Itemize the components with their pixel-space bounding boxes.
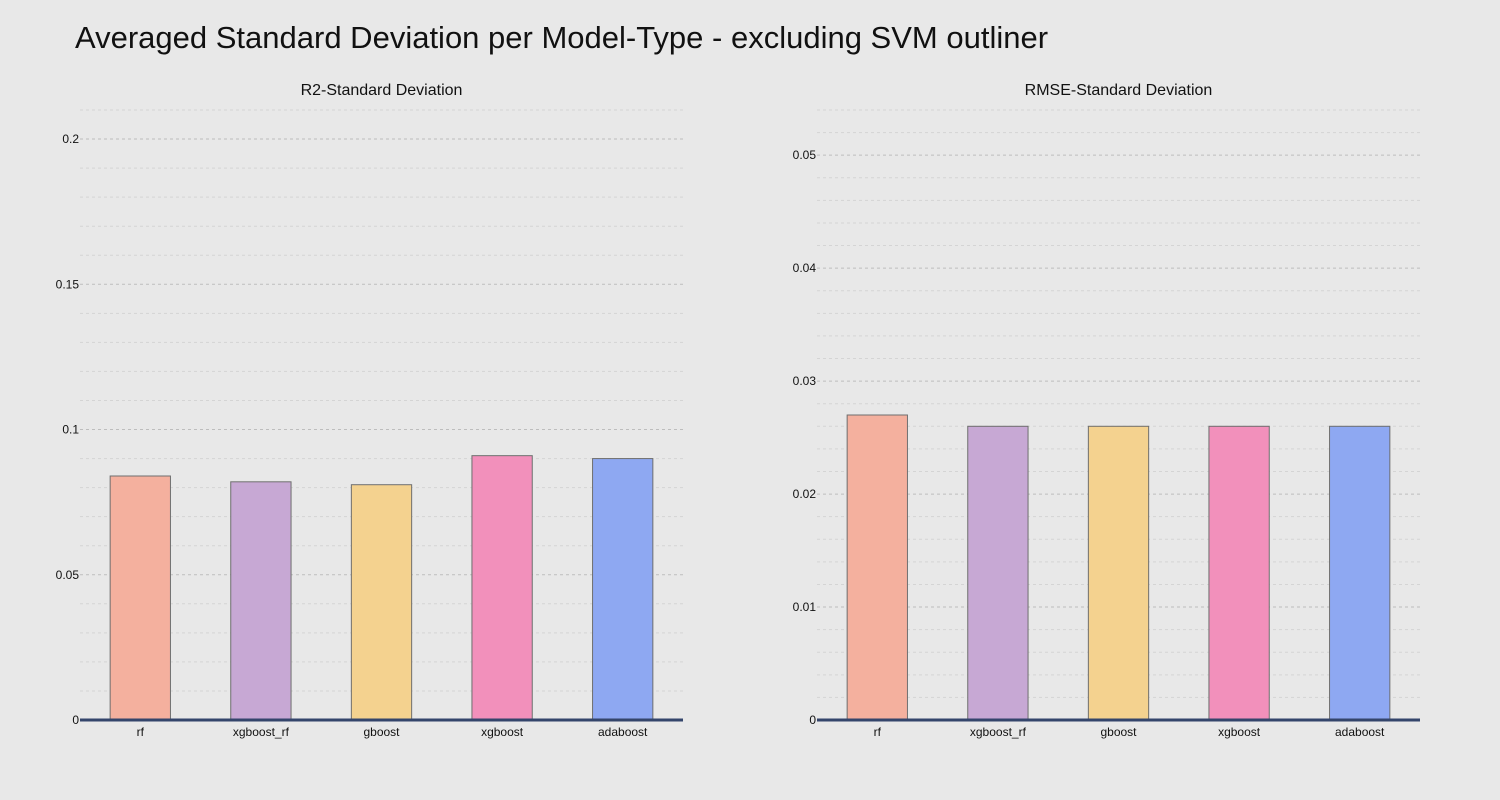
bar-gboost xyxy=(350,484,413,721)
bar-rf xyxy=(846,414,908,721)
x-tick-label: xgboost xyxy=(1218,725,1261,739)
r2-std-chart: R2-Standard Deviation 0 0.05 0.1 0.15 0.2 rf xg… xyxy=(56,82,683,739)
bar-adaboost xyxy=(1329,425,1391,721)
y-tick-label: 0.15 xyxy=(56,277,80,291)
x-tick-label: gboost xyxy=(1100,725,1137,739)
x-tick-label: xgboost_rf xyxy=(233,725,290,739)
panel-title: R2-Standard Deviation xyxy=(301,82,463,99)
y-tick-label: 0.04 xyxy=(793,261,817,275)
y-tick-label: 0 xyxy=(809,713,816,727)
bar-gboost xyxy=(1087,425,1150,721)
x-tick-label: adaboost xyxy=(598,725,648,739)
bar-xgboost xyxy=(471,455,533,721)
x-tick-label: gboost xyxy=(363,725,400,739)
bar-rf xyxy=(109,475,171,721)
x-tick-label: adaboost xyxy=(1335,725,1385,739)
x-tick-label: xgboost xyxy=(481,725,524,739)
y-tick-label: 0.1 xyxy=(62,423,79,437)
bar-xgboost_rf xyxy=(230,481,292,721)
y-tick-label: 0.05 xyxy=(56,568,80,582)
x-tick-label: xgboost_rf xyxy=(970,725,1027,739)
x-tick-label: rf xyxy=(137,725,145,739)
y-tick-label: 0.03 xyxy=(793,374,817,388)
y-tick-label: 0.2 xyxy=(62,132,79,146)
bar-xgboost_rf xyxy=(967,425,1029,721)
chart-figure-title: Averaged Standard Deviation per Model-Ty… xyxy=(75,20,1049,55)
y-tick-label: 0.02 xyxy=(793,487,817,501)
rmse-std-chart: RMSE-Standard Deviation 0 0.01 0.02 0.03 0.04… xyxy=(793,82,1420,739)
bar-xgboost xyxy=(1208,425,1270,721)
y-tick-label: 0.01 xyxy=(793,600,817,614)
bar-adaboost xyxy=(592,458,654,721)
x-tick-label: rf xyxy=(874,725,882,739)
y-tick-label: 0 xyxy=(72,713,79,727)
y-tick-label: 0.05 xyxy=(793,148,817,162)
panel-title: RMSE-Standard Deviation xyxy=(1025,82,1213,99)
